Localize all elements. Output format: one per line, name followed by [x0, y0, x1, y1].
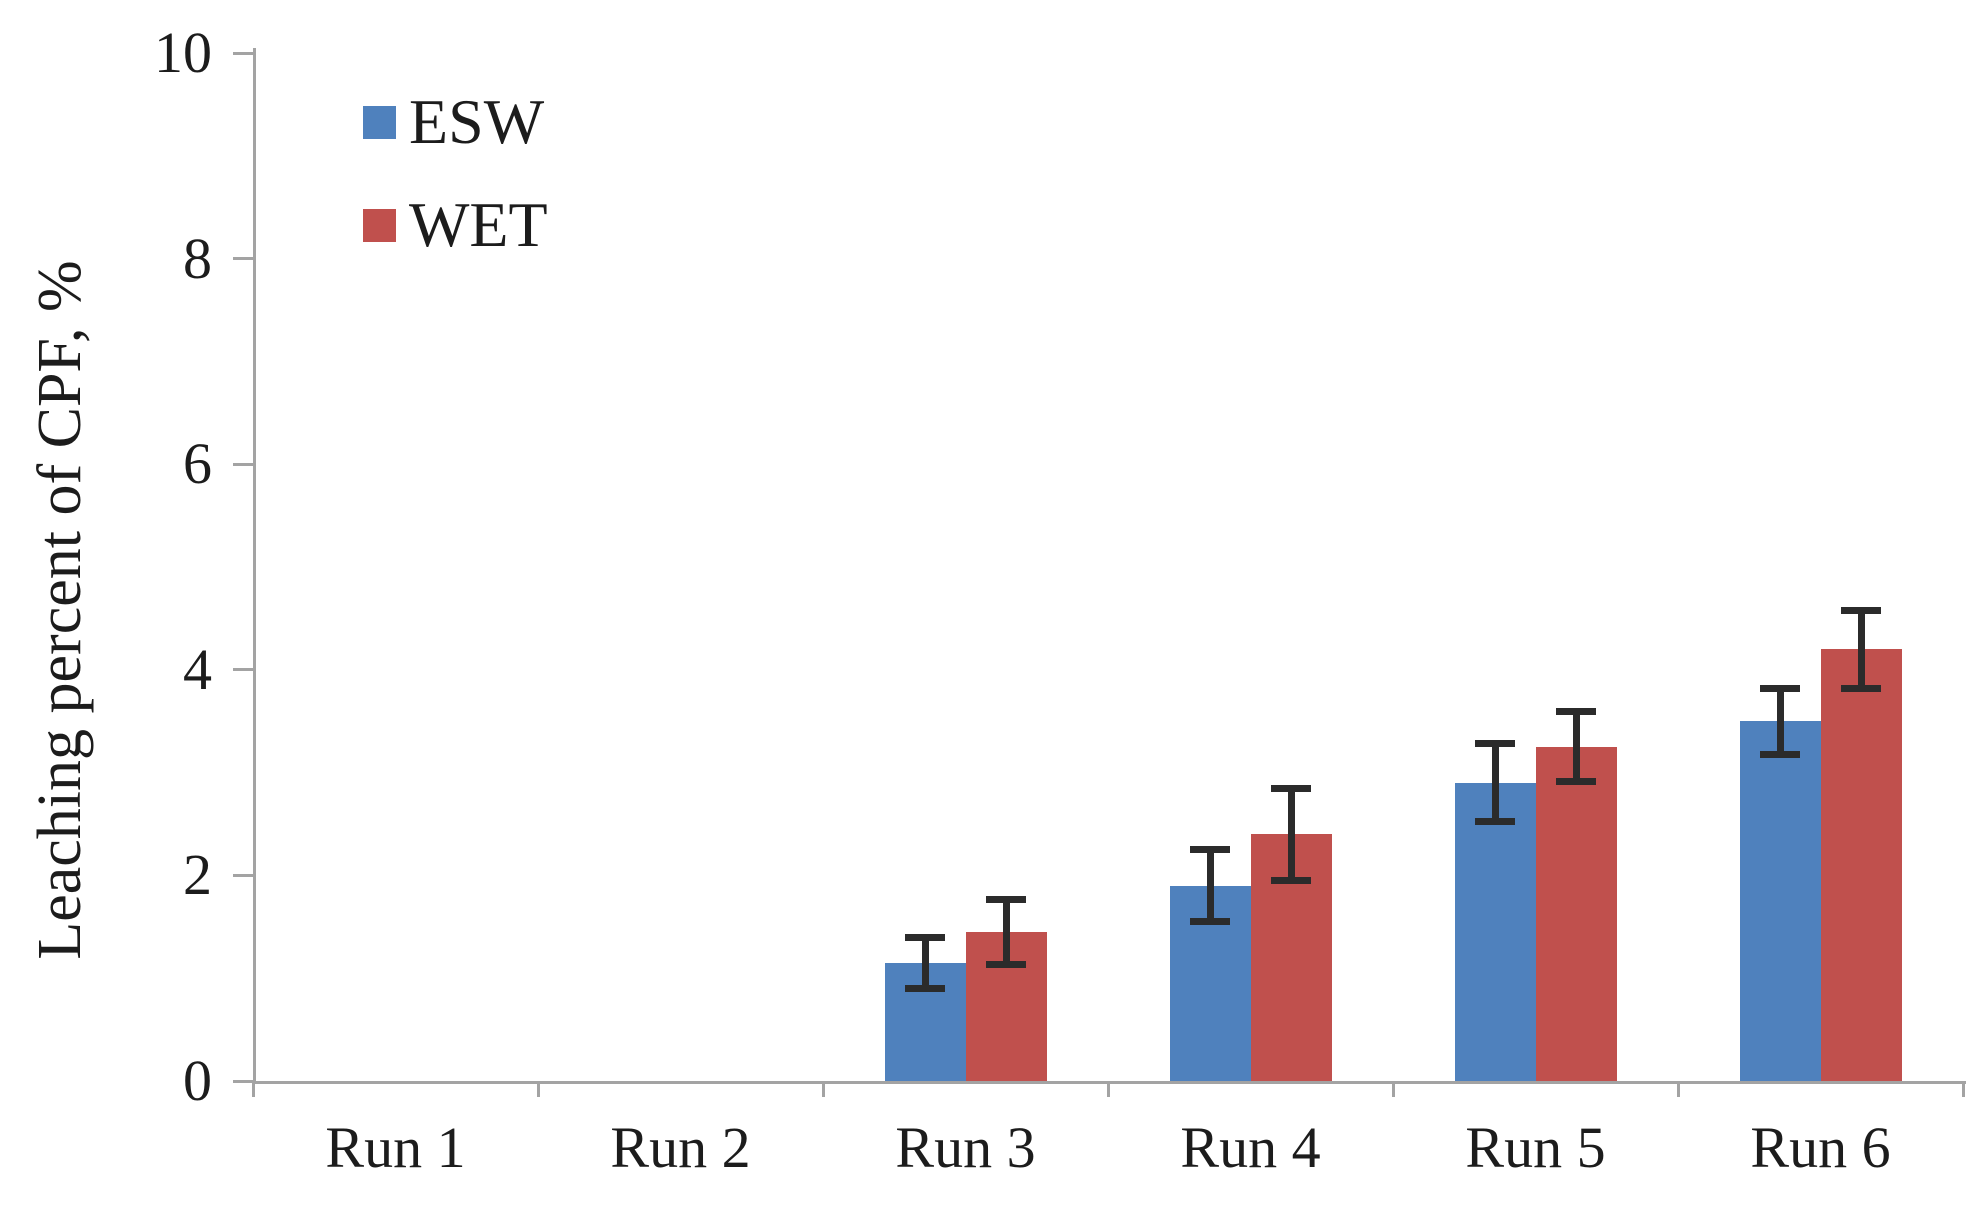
y-axis-tick — [233, 668, 253, 672]
x-axis-category-label: Run 5 — [1465, 1115, 1606, 1180]
x-axis-tick — [251, 1081, 255, 1097]
error-bar-cap-top-wet-run-4 — [1271, 784, 1311, 792]
x-axis-tick — [1106, 1081, 1110, 1097]
error-bar-cap-bottom-esw-run-3 — [905, 984, 945, 992]
error-bar-cap-top-esw-run-5 — [1475, 740, 1515, 748]
y-axis-tick — [233, 51, 253, 55]
error-bar-cap-bottom-wet-run-3 — [986, 961, 1026, 969]
legend-item-esw: ESW — [363, 87, 544, 157]
x-axis-tick — [821, 1081, 825, 1097]
x-axis-category-label: Run 6 — [1750, 1115, 1891, 1180]
error-bar-cap-top-wet-run-3 — [986, 895, 1026, 903]
y-axis-tick — [233, 257, 253, 261]
x-axis-tick — [1391, 1081, 1395, 1097]
y-axis-tick-label: 8 — [183, 225, 212, 291]
x-axis-category-label: Run 4 — [1180, 1115, 1321, 1180]
error-bar-line-wet-run-6 — [1857, 610, 1865, 689]
x-axis-category-label: Run 1 — [325, 1115, 466, 1180]
y-axis-tick-label: 2 — [183, 842, 212, 908]
y-axis-tick — [233, 873, 253, 877]
error-bar-cap-bottom-wet-run-6 — [1841, 684, 1881, 692]
error-bar-line-esw-run-5 — [1491, 743, 1499, 822]
y-axis-tick — [233, 462, 253, 466]
bar-wet-run-5 — [1535, 746, 1617, 1081]
error-bar-line-esw-run-4 — [1206, 849, 1214, 922]
error-bar-cap-top-esw-run-6 — [1760, 684, 1800, 692]
error-bar-line-wet-run-3 — [1002, 899, 1010, 965]
y-axis-tick-label: 0 — [183, 1048, 212, 1113]
x-axis-category-label: Run 3 — [895, 1115, 1036, 1180]
error-bar-line-wet-run-4 — [1287, 788, 1295, 881]
y-axis-tick-label: 6 — [183, 431, 212, 497]
x-axis-tick — [1961, 1081, 1965, 1097]
legend-label-wet: WET — [409, 189, 548, 260]
legend: ESW WET — [363, 87, 763, 267]
error-bar-cap-bottom-wet-run-4 — [1271, 877, 1311, 885]
error-bar-cap-bottom-esw-run-4 — [1190, 918, 1230, 926]
x-axis-tick — [1676, 1081, 1680, 1097]
error-bar-line-esw-run-6 — [1776, 688, 1784, 755]
bar-esw-run-6 — [1739, 721, 1821, 1081]
x-axis-tick — [536, 1081, 540, 1097]
error-bar-cap-top-esw-run-3 — [905, 933, 945, 941]
error-bar-cap-top-wet-run-5 — [1556, 708, 1596, 716]
y-axis-line — [253, 48, 256, 1084]
error-bar-line-esw-run-3 — [921, 937, 929, 989]
error-bar-cap-top-esw-run-4 — [1190, 846, 1230, 854]
error-bar-cap-top-wet-run-6 — [1841, 606, 1881, 614]
x-axis-line — [253, 1081, 1966, 1084]
y-axis-tick — [233, 1079, 253, 1083]
legend-item-wet: WET — [363, 190, 548, 260]
y-axis-tick-label: 4 — [183, 636, 212, 702]
legend-label-esw: ESW — [409, 86, 545, 157]
error-bar-cap-bottom-esw-run-5 — [1475, 818, 1515, 826]
bar-esw-run-5 — [1454, 782, 1536, 1081]
error-bar-cap-bottom-wet-run-5 — [1556, 778, 1596, 786]
y-axis-tick-label: 10 — [154, 20, 212, 85]
error-bar-line-wet-run-5 — [1572, 711, 1580, 782]
error-bar-cap-bottom-esw-run-6 — [1760, 750, 1800, 758]
legend-swatch-wet — [363, 208, 396, 242]
bar-wet-run-6 — [1820, 649, 1902, 1081]
x-axis-category-label: Run 2 — [610, 1115, 751, 1180]
legend-swatch-esw — [363, 105, 396, 139]
